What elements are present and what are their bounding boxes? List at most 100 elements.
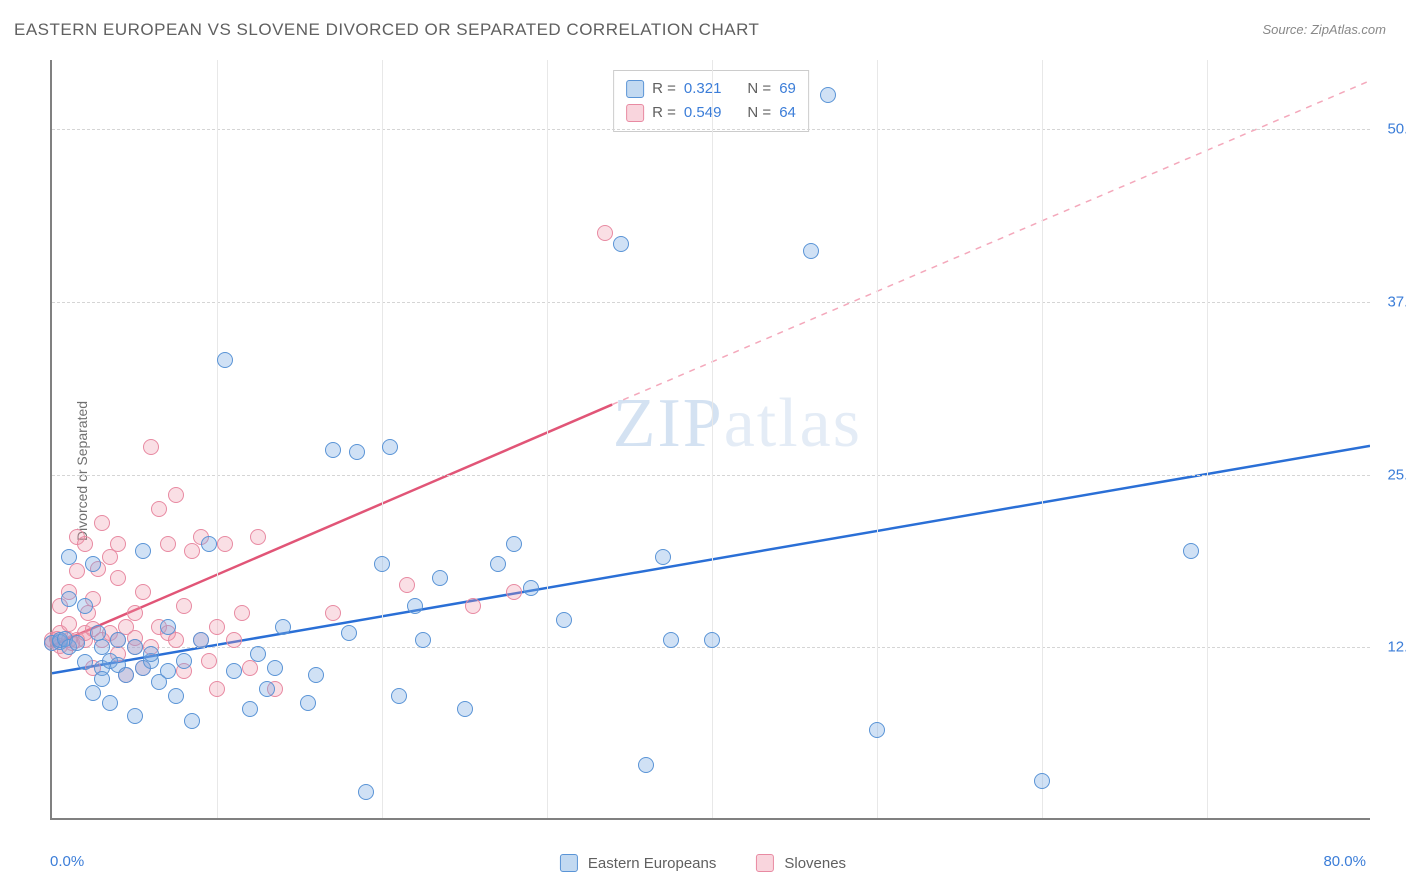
- data-point-eastern: [259, 681, 275, 697]
- data-point-eastern: [275, 619, 291, 635]
- n-value-slovenes: 64: [779, 101, 796, 125]
- grid-line-v: [217, 60, 218, 818]
- data-point-eastern: [655, 549, 671, 565]
- data-point-eastern: [663, 632, 679, 648]
- grid-line-v: [547, 60, 548, 818]
- grid-line-v: [1207, 60, 1208, 818]
- data-point-eastern: [61, 591, 77, 607]
- data-point-eastern: [1183, 543, 1199, 559]
- data-point-eastern: [102, 695, 118, 711]
- data-point-eastern: [523, 580, 539, 596]
- data-point-eastern: [127, 708, 143, 724]
- data-point-slovenes: [151, 501, 167, 517]
- chart-title: EASTERN EUROPEAN VS SLOVENE DIVORCED OR …: [14, 20, 759, 40]
- correlation-row-slovenes: R = 0.549 N = 64: [626, 101, 796, 125]
- source-link[interactable]: ZipAtlas.com: [1311, 22, 1386, 37]
- data-point-slovenes: [127, 605, 143, 621]
- data-point-eastern: [415, 632, 431, 648]
- n-value-eastern: 69: [779, 77, 796, 101]
- data-point-eastern: [803, 243, 819, 259]
- data-point-eastern: [61, 549, 77, 565]
- data-point-slovenes: [168, 632, 184, 648]
- y-tick-label: 50.0%: [1387, 121, 1406, 138]
- data-point-eastern: [391, 688, 407, 704]
- data-point-slovenes: [209, 681, 225, 697]
- data-point-slovenes: [201, 653, 217, 669]
- x-tick-min: 0.0%: [50, 853, 84, 870]
- data-point-eastern: [127, 639, 143, 655]
- data-point-slovenes: [250, 529, 266, 545]
- data-point-eastern: [110, 632, 126, 648]
- data-point-eastern: [341, 625, 357, 641]
- data-point-eastern: [77, 598, 93, 614]
- data-point-eastern: [184, 713, 200, 729]
- grid-line-v: [712, 60, 713, 818]
- data-point-slovenes: [226, 632, 242, 648]
- data-point-eastern: [85, 685, 101, 701]
- plot-area: ZIPatlas R = 0.321 N = 69 R = 0.549 N = …: [50, 60, 1370, 820]
- data-point-eastern: [308, 667, 324, 683]
- chart-container: Divorced or Separated ZIPatlas R = 0.321…: [0, 50, 1406, 892]
- data-point-eastern: [457, 701, 473, 717]
- data-point-eastern: [704, 632, 720, 648]
- data-point-eastern: [349, 444, 365, 460]
- data-point-eastern: [374, 556, 390, 572]
- legend-item-eastern: Eastern Europeans: [560, 854, 716, 872]
- data-point-eastern: [432, 570, 448, 586]
- data-point-eastern: [77, 654, 93, 670]
- data-point-slovenes: [597, 225, 613, 241]
- data-point-slovenes: [168, 487, 184, 503]
- data-point-eastern: [250, 646, 266, 662]
- data-point-slovenes: [110, 536, 126, 552]
- n-label: N =: [747, 101, 771, 125]
- source-prefix: Source:: [1262, 22, 1310, 37]
- watermark: ZIPatlas: [613, 384, 862, 464]
- r-label: R =: [652, 77, 676, 101]
- watermark-zip: ZIP: [613, 385, 724, 462]
- data-point-slovenes: [184, 543, 200, 559]
- data-point-eastern: [267, 660, 283, 676]
- data-point-slovenes: [242, 660, 258, 676]
- data-point-slovenes: [160, 536, 176, 552]
- data-point-slovenes: [217, 536, 233, 552]
- grid-line-h: [52, 129, 1370, 130]
- data-point-eastern: [168, 688, 184, 704]
- data-point-eastern: [201, 536, 217, 552]
- data-point-eastern: [118, 667, 134, 683]
- swatch-pink-icon: [626, 104, 644, 122]
- data-point-slovenes: [61, 616, 77, 632]
- r-value-eastern: 0.321: [684, 77, 722, 101]
- data-point-eastern: [176, 653, 192, 669]
- data-point-eastern: [382, 439, 398, 455]
- data-point-slovenes: [399, 577, 415, 593]
- data-point-eastern: [217, 352, 233, 368]
- source-attribution: Source: ZipAtlas.com: [1262, 22, 1386, 37]
- grid-line-h: [52, 475, 1370, 476]
- data-point-eastern: [85, 556, 101, 572]
- data-point-eastern: [358, 784, 374, 800]
- data-point-eastern: [638, 757, 654, 773]
- data-point-eastern: [193, 632, 209, 648]
- r-label: R =: [652, 101, 676, 125]
- data-point-eastern: [407, 598, 423, 614]
- grid-line-v: [382, 60, 383, 818]
- y-tick-label: 12.5%: [1387, 639, 1406, 656]
- data-point-slovenes: [325, 605, 341, 621]
- data-point-eastern: [143, 646, 159, 662]
- data-point-eastern: [160, 619, 176, 635]
- swatch-blue-icon: [560, 854, 578, 872]
- data-point-eastern: [90, 625, 106, 641]
- n-label: N =: [747, 77, 771, 101]
- swatch-blue-icon: [626, 80, 644, 98]
- swatch-pink-icon: [756, 854, 774, 872]
- data-point-eastern: [69, 635, 85, 651]
- watermark-atlas: atlas: [724, 385, 862, 462]
- data-point-slovenes: [506, 584, 522, 600]
- data-point-eastern: [613, 236, 629, 252]
- data-point-slovenes: [69, 563, 85, 579]
- data-point-eastern: [506, 536, 522, 552]
- data-point-eastern: [490, 556, 506, 572]
- data-point-eastern: [1034, 773, 1050, 789]
- data-point-slovenes: [143, 439, 159, 455]
- data-point-eastern: [160, 663, 176, 679]
